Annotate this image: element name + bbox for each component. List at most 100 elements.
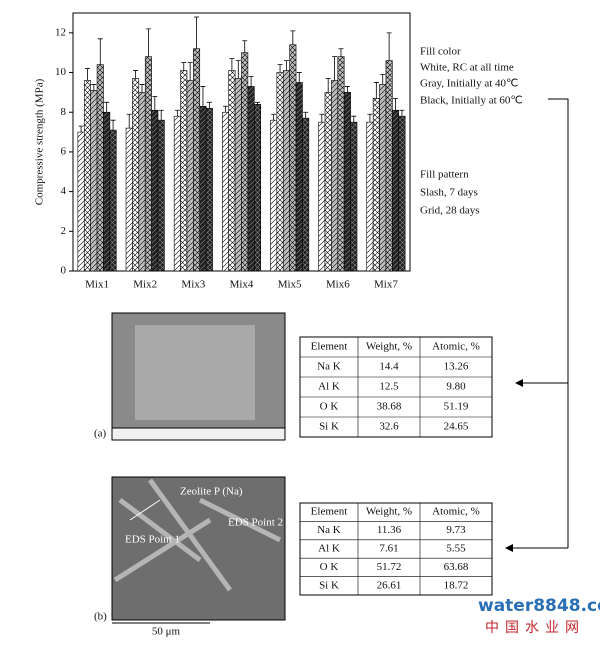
image-label: EDS Point 2 <box>228 517 283 529</box>
bar <box>138 92 146 272</box>
bar <box>276 72 284 272</box>
bar <box>372 98 380 272</box>
x-tick-label: Mix6 <box>326 279 350 291</box>
table-cell: O K <box>320 401 339 413</box>
table-cell: 9.80 <box>446 381 466 393</box>
scale-label: 50 μm <box>152 626 181 638</box>
bar <box>302 117 310 272</box>
x-tick-label: Mix2 <box>133 279 157 291</box>
error-bar <box>277 64 283 73</box>
error-bar <box>380 74 386 85</box>
error-bar <box>126 113 132 129</box>
bar <box>254 103 262 272</box>
table-cell: Si K <box>319 579 339 591</box>
table-cell: 11.36 <box>377 524 402 536</box>
error-bar <box>373 82 379 99</box>
error-bar <box>174 109 180 117</box>
bar <box>180 70 188 272</box>
error-bar <box>110 119 116 131</box>
table-cell: Na K <box>317 361 341 373</box>
bar <box>109 129 117 272</box>
table-cell: Si K <box>319 421 339 433</box>
table-cell: O K <box>320 561 339 573</box>
bar <box>337 56 345 272</box>
x-tick-label: Mix4 <box>230 279 254 291</box>
x-tick-label: Mix3 <box>181 279 205 291</box>
error-bar <box>229 58 235 71</box>
bar <box>125 127 133 272</box>
error-bar <box>78 125 84 133</box>
y-tick-label: 8 <box>61 106 67 118</box>
error-bar <box>255 101 260 105</box>
table-cell: Atomic, % <box>432 506 480 518</box>
error-bar <box>235 60 241 79</box>
table-cell: 7.61 <box>379 543 398 555</box>
table-cell: 63.68 <box>444 561 469 573</box>
connector <box>548 98 569 548</box>
error-bar <box>91 84 97 91</box>
error-bar <box>133 70 139 79</box>
table-cell: Element <box>311 341 348 353</box>
error-bar <box>393 97 399 111</box>
table-cell: 38.68 <box>377 401 402 413</box>
watermark-name: 中国水业网 <box>485 620 585 636</box>
table-cell: 13.26 <box>444 361 469 373</box>
bar <box>295 82 303 272</box>
bar <box>151 109 159 272</box>
table-cell: Na K <box>317 524 341 536</box>
bar <box>157 119 165 272</box>
error-bar <box>351 115 357 123</box>
image-caption: (b) <box>94 611 107 623</box>
table-cell: 51.72 <box>377 561 402 573</box>
error-bar <box>367 113 373 123</box>
table-cell: 9.73 <box>446 524 466 536</box>
error-bar <box>223 105 228 113</box>
error-bar <box>248 76 254 87</box>
error-bar <box>386 32 392 61</box>
table-border <box>299 502 493 596</box>
legend-text: Grid, 28 days <box>420 205 480 217</box>
error-bar <box>290 30 296 45</box>
table-cell: Al K <box>318 543 340 555</box>
error-bar <box>187 62 193 81</box>
error-bar <box>296 72 302 83</box>
legend-text: Fill pattern <box>420 169 469 181</box>
table-cell: 32.6 <box>379 421 399 433</box>
error-bar <box>332 56 338 81</box>
legend-text: Black, Initially at 60℃ <box>420 95 523 107</box>
bar <box>90 90 98 272</box>
error-bar <box>200 86 206 107</box>
table-cell: 14.4 <box>379 361 399 373</box>
bar <box>77 131 85 272</box>
image-label: EDS Point 1 <box>125 534 180 546</box>
leader-line <box>129 499 161 521</box>
sem-particle <box>135 325 255 420</box>
image-caption: (a) <box>94 428 107 440</box>
error-bar <box>325 78 331 93</box>
bar <box>289 44 297 272</box>
bar <box>222 111 230 272</box>
error-bar <box>283 60 289 71</box>
x-tick-label: Mix1 <box>85 279 109 291</box>
bar <box>103 111 111 272</box>
legend-text: Fill color <box>420 46 461 58</box>
table-cell: Weight, % <box>366 506 412 518</box>
bar <box>366 121 374 272</box>
error-bar <box>194 16 200 49</box>
table-cell: 5.55 <box>446 543 466 555</box>
error-bar <box>344 86 350 93</box>
legend-text: Slash, 7 days <box>420 187 478 199</box>
error-bar <box>84 68 90 81</box>
y-tick-label: 2 <box>61 225 67 237</box>
bar <box>193 48 201 272</box>
y-tick-label: 12 <box>55 26 66 38</box>
bar <box>247 86 255 272</box>
x-tick-label: Mix7 <box>374 279 398 291</box>
table-cell: Al K <box>318 381 340 393</box>
bar <box>173 115 181 272</box>
error-bar <box>399 109 405 117</box>
bar <box>392 109 400 272</box>
watermark-site: water8848.com <box>478 596 600 616</box>
error-bar <box>206 101 212 109</box>
